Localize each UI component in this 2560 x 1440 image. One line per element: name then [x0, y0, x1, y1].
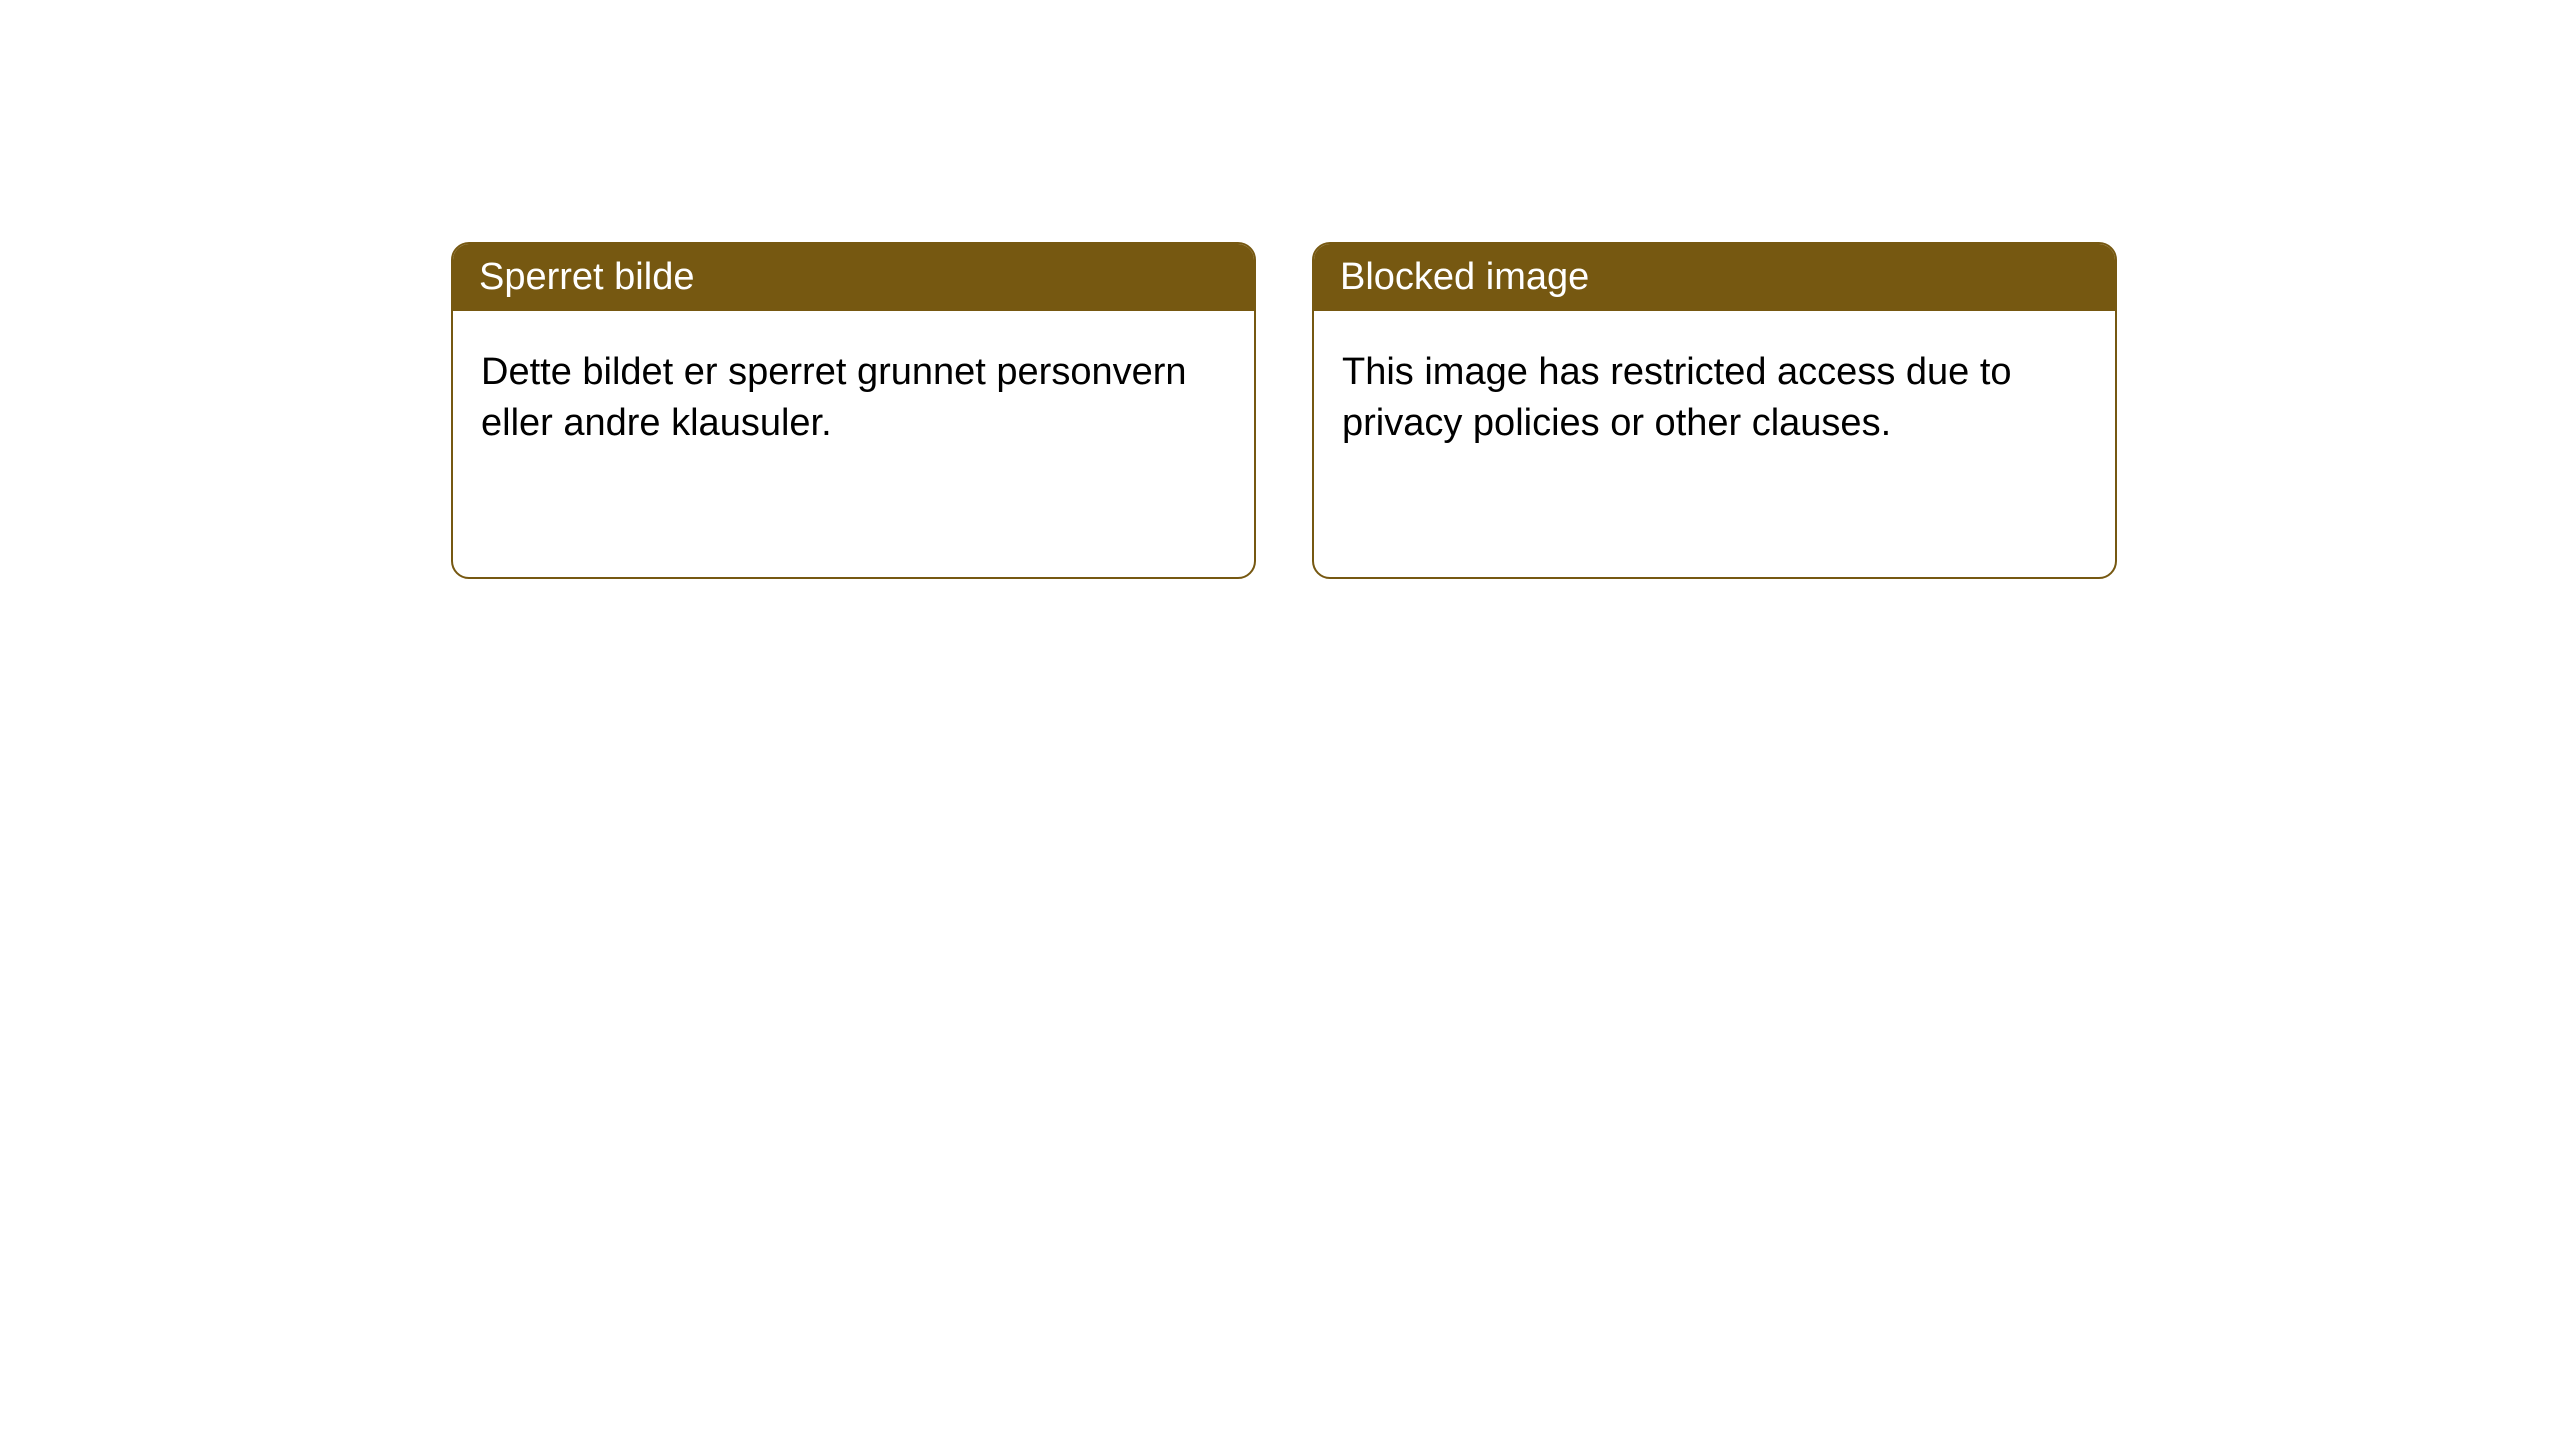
- notice-box-english: Blocked image This image has restricted …: [1312, 242, 2117, 579]
- notice-body-norwegian: Dette bildet er sperret grunnet personve…: [453, 311, 1254, 486]
- notice-header-english: Blocked image: [1314, 244, 2115, 311]
- notice-header-norwegian: Sperret bilde: [453, 244, 1254, 311]
- notice-body-english: This image has restricted access due to …: [1314, 311, 2115, 486]
- notice-container: Sperret bilde Dette bildet er sperret gr…: [0, 0, 2560, 579]
- notice-box-norwegian: Sperret bilde Dette bildet er sperret gr…: [451, 242, 1256, 579]
